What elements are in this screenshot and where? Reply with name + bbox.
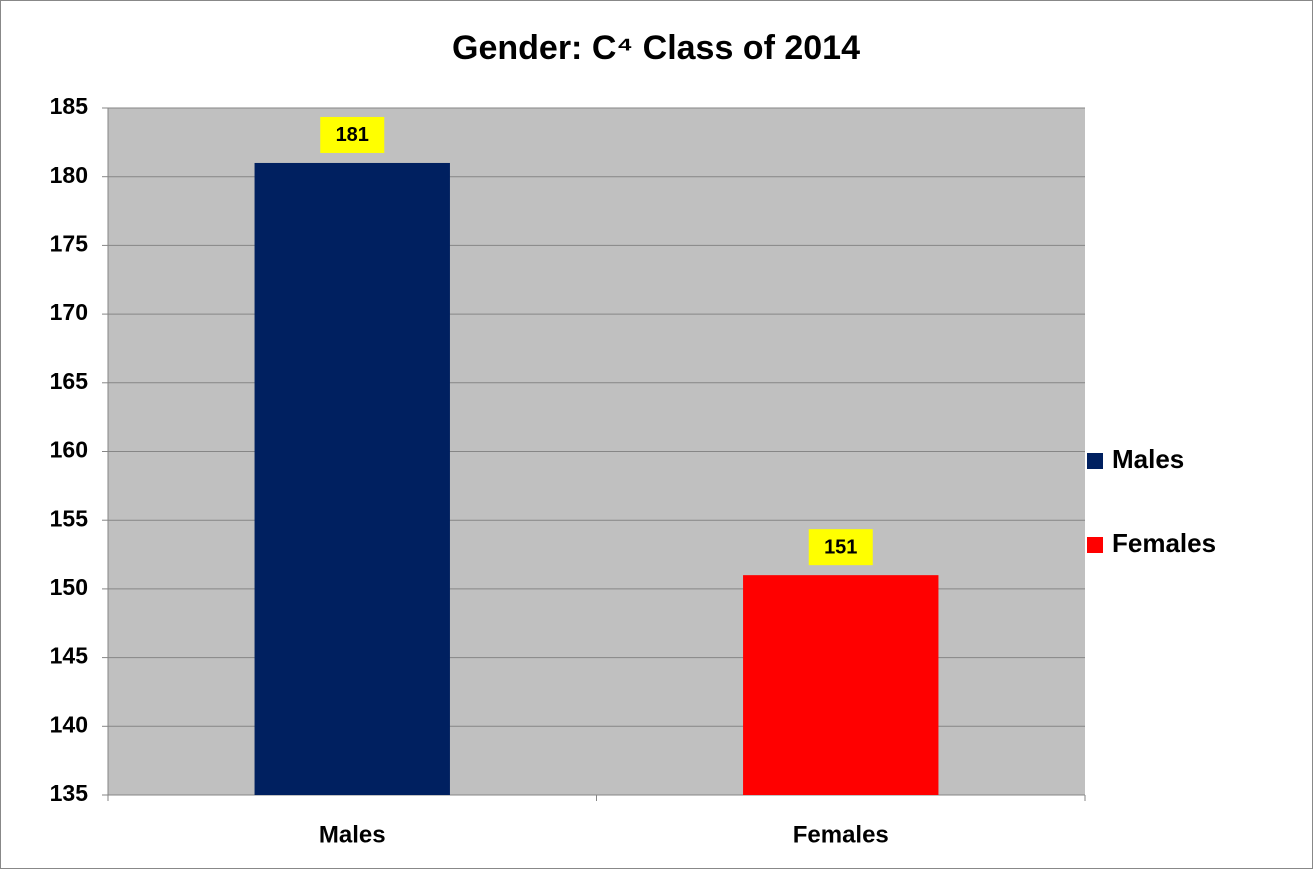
y-tick-label: 185 [50,93,89,119]
x-tick-label: Females [793,821,889,848]
y-tick-label: 175 [50,230,89,256]
y-tick-label: 155 [50,505,89,531]
bar [254,162,450,795]
y-tick-label: 165 [50,368,89,394]
legend-swatch [1087,537,1103,553]
y-tick-label: 170 [50,299,88,325]
y-tick-label: 180 [50,162,88,188]
legend-swatch [1087,453,1103,469]
data-label: 151 [824,536,857,558]
y-tick-label: 150 [50,574,88,600]
data-label-bg [320,116,385,153]
y-tick-label: 160 [50,437,88,463]
bar [743,575,939,795]
data-label-bg [808,529,873,566]
y-tick-label: 135 [50,780,89,806]
chart-title: Gender: C⁴ Class of 2014 [452,29,860,67]
y-tick-label: 145 [50,643,89,669]
legend-label: Females [1112,528,1216,558]
x-tick-label: Males [319,821,386,848]
y-tick-label: 140 [50,711,88,737]
legend-label: Males [1112,444,1184,474]
data-label: 181 [336,124,369,146]
